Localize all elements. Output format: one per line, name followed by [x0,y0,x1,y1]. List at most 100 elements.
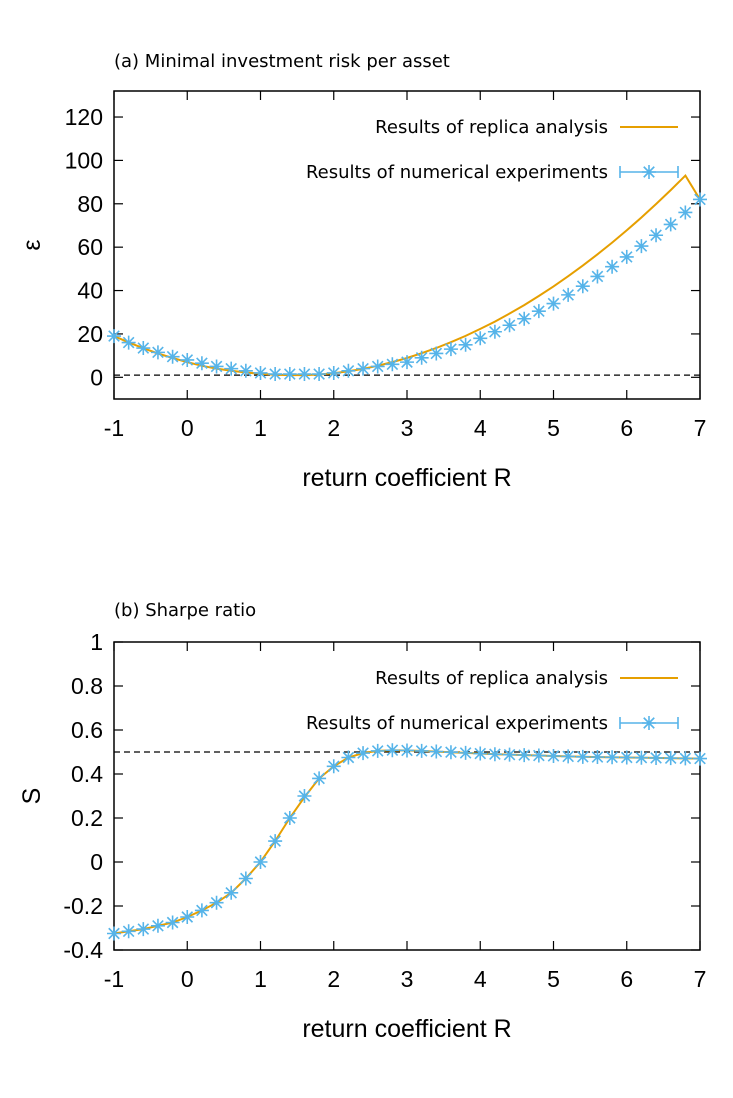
y-tick-label: 0 [90,849,103,875]
data-point [268,367,283,382]
data-point-star [663,217,678,232]
data-point [107,329,121,344]
data-point-star [326,759,341,774]
data-point-star [605,750,620,765]
data-point [458,745,473,760]
data-point-star [634,750,649,765]
data-point-star [546,296,561,311]
x-tick-label: 4 [474,415,487,441]
y-tick-label: 0 [90,364,103,390]
data-point-star [238,363,253,378]
data-point [575,749,590,764]
data-point-star [385,743,400,758]
data-point [561,749,576,764]
data-point-star [443,745,458,760]
data-point-star [136,341,151,356]
data-point-star [224,885,239,900]
data-point-star [590,269,605,284]
data-point [238,871,253,886]
data-point-star [400,355,414,370]
data-point [502,747,517,762]
data-point [268,834,283,849]
data-point [473,331,488,346]
data-point-star [297,789,312,803]
data-point [282,811,297,825]
x-tick-label: -1 [104,966,124,992]
data-point-star [649,228,664,243]
data-point [370,359,385,374]
data-point-star [121,924,136,939]
x-tick-label: 6 [620,966,633,992]
data-point [649,228,664,243]
data-point [546,296,561,311]
y-tick-label: 120 [65,104,103,130]
data-point [326,365,341,380]
data-point-star [370,743,385,758]
data-point [634,750,649,765]
data-point [385,357,400,372]
chart-title: (a) Minimal investment risk per asset [114,51,450,72]
data-point-star [326,365,341,380]
data-point [619,750,634,765]
data-point-star [165,915,180,930]
data-point-star [473,331,488,346]
data-point-star [693,192,707,207]
data-point [443,745,458,760]
panel-risk: (a) Minimal investment risk per asset -1 0… [18,51,707,492]
data-point-star [180,910,195,924]
data-point-star [356,361,371,376]
legend-label-replica: Results of replica analysis [375,117,608,138]
data-point [590,269,605,284]
data-point-star [619,750,634,765]
data-point [517,748,532,763]
data-point-star [370,359,385,374]
data-point [473,746,488,761]
data-point [400,743,414,758]
data-point [531,748,546,763]
data-point [487,324,502,339]
data-point-star [356,746,371,761]
data-point-star [341,363,356,378]
data-point-star [693,751,707,766]
data-point-star [194,356,209,371]
y-tick-label: 0.6 [71,717,103,743]
data-point-star [282,811,297,825]
data-point-star [487,324,502,339]
data-point-star [458,745,473,760]
data-point-star [678,751,693,766]
data-point-star [268,367,283,382]
data-point-star [649,750,664,765]
data-point [194,356,209,371]
data-point-star [121,335,136,350]
y-tick-label: 80 [77,191,103,217]
data-point [107,926,121,941]
data-point [209,895,224,910]
legend-label-replica: Results of replica analysis [375,668,608,689]
data-point-star [107,329,121,344]
data-point [297,367,312,382]
data-point [693,192,707,207]
x-tick-label: 5 [547,415,560,441]
data-point [663,751,678,766]
data-point-star [414,350,429,365]
chart-title: (b) Sharpe ratio [114,600,256,621]
data-point [546,748,561,763]
data-point [165,349,180,364]
y-tick-label: 20 [77,321,103,347]
data-point [312,367,327,382]
data-point [180,910,195,924]
x-tick-label: -1 [104,415,124,441]
data-point-star [429,346,444,361]
data-point-star [605,259,620,274]
data-point [487,747,502,762]
data-point-star [473,746,488,761]
data-point [224,885,239,900]
y-axis-label: S [18,788,46,805]
data-point [400,355,414,370]
data-point-star [531,304,546,319]
data-point-star [678,205,693,220]
data-point [458,337,473,352]
y-tick-label: 0.8 [71,673,103,699]
data-point [150,345,165,360]
